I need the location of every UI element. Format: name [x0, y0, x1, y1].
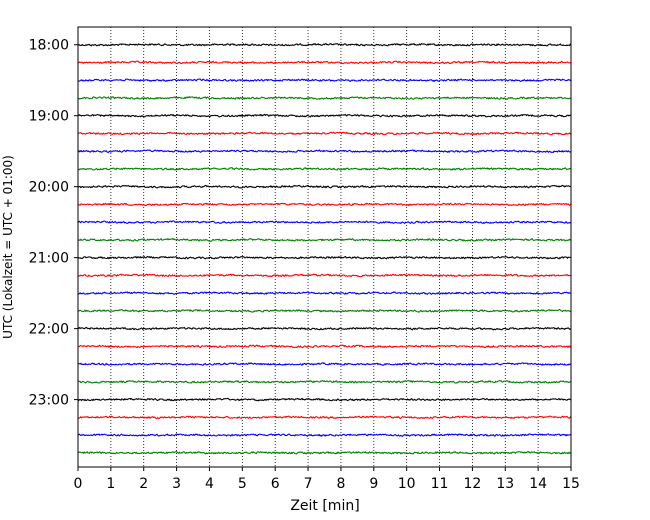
y-tick-label: 19:00	[29, 109, 69, 125]
trace-line	[77, 113, 572, 118]
trace-line	[77, 291, 572, 295]
y-tick-label: 18:00	[29, 38, 69, 54]
x-axis-ticks: 0 1 2 3 4 5 6 7 8 9 10 11 12 13 14 15	[74, 467, 580, 492]
trace-line	[77, 78, 572, 83]
x-axis-label: Zeit [min]	[290, 498, 359, 514]
x-tick-label: 9	[369, 476, 378, 492]
trace-line	[77, 379, 572, 384]
x-tick-label: 0	[74, 476, 83, 492]
trace-line	[77, 60, 572, 65]
trace-line	[77, 415, 572, 420]
trace-line	[77, 309, 572, 313]
x-tick-label: 7	[304, 476, 313, 492]
x-tick-label: 8	[336, 476, 345, 492]
x-tick-label: 14	[529, 476, 547, 492]
plot-frame	[77, 26, 572, 468]
trace-line	[77, 433, 572, 437]
trace-line	[77, 237, 572, 242]
trace-line	[77, 202, 572, 207]
trace-line	[77, 450, 572, 455]
trace-line	[77, 326, 572, 331]
trace-line	[77, 344, 572, 349]
trace-line	[77, 149, 572, 154]
trace-line	[77, 362, 572, 366]
y-tick-label: 23:00	[29, 393, 69, 409]
trace-line	[77, 184, 572, 189]
x-tick-label: 11	[431, 476, 449, 492]
x-tick-label: 15	[562, 476, 580, 492]
trace-line	[77, 96, 572, 100]
trace-line	[77, 397, 572, 402]
y-tick-label: 20:00	[29, 180, 69, 196]
x-tick-label: 10	[398, 476, 416, 492]
x-tick-label: 2	[139, 476, 148, 492]
trace-line	[77, 131, 572, 136]
trace-line	[77, 220, 572, 225]
x-tick-label: 12	[463, 476, 481, 492]
y-tick-label: 21:00	[29, 251, 69, 267]
x-tick-label: 5	[238, 476, 247, 492]
trace-line	[77, 42, 572, 47]
x-tick-label: 6	[271, 476, 280, 492]
y-axis-label: UTC (Lokalzeit = UTC + 01:00)	[1, 155, 15, 339]
x-tick-label: 4	[205, 476, 214, 492]
trace-line	[77, 273, 572, 278]
x-tick-label: 13	[496, 476, 514, 492]
trace-lines	[77, 42, 572, 455]
x-tick-label: 1	[106, 476, 115, 492]
y-axis-ticks: 18:00 19:00 20:00 21:00 22:00 23:00	[29, 38, 78, 409]
trace-line	[77, 255, 572, 260]
trace-line	[77, 167, 572, 171]
grid-lines	[110, 27, 539, 467]
x-tick-label: 3	[172, 476, 181, 492]
y-tick-label: 22:00	[29, 322, 69, 338]
